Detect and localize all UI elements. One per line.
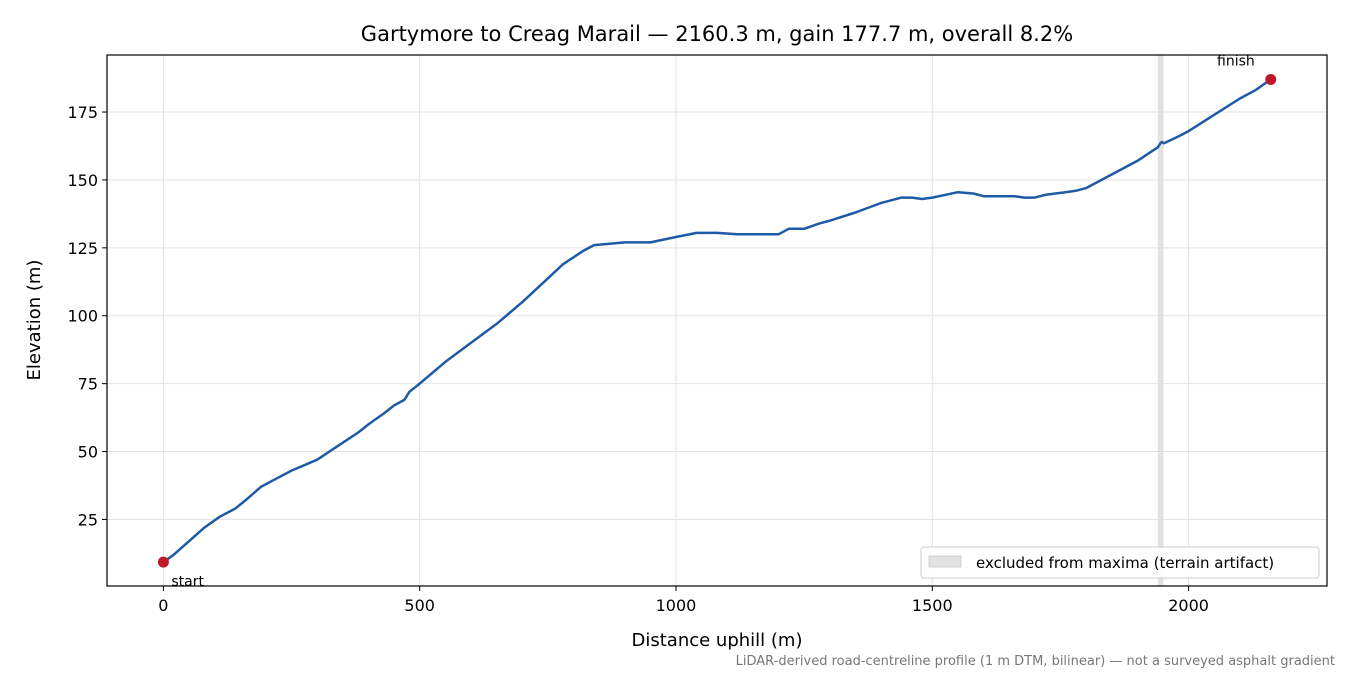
x-tick-label: 500 [404, 596, 435, 615]
start-marker [157, 556, 169, 568]
plot-frame [106, 54, 1328, 587]
x-tick-label: 0 [158, 596, 168, 615]
start-label: start [171, 574, 204, 590]
x-axis-ticks: 0 500 1000 1500 2000 [158, 586, 1209, 615]
y-tick-label: 100 [67, 307, 98, 326]
x-tick-label: 2000 [1168, 596, 1209, 615]
y-tick-label: 50 [78, 443, 98, 462]
grid [107, 55, 1327, 586]
y-axis-label: Elevation (m) [24, 260, 45, 381]
y-axis-ticks: 25 50 75 100 125 150 175 [67, 103, 107, 529]
finish-label: finish [1217, 53, 1255, 69]
series-layer [162, 78, 1273, 564]
marker-layer: start finish [157, 53, 1277, 590]
legend-box [920, 546, 1320, 579]
excluded-band [1157, 55, 1164, 586]
legend-label: excluded from maxima (terrain artifact) [976, 554, 1274, 572]
x-tick-label: 1000 [656, 596, 697, 615]
legend-swatch [928, 555, 962, 568]
finish-marker [1265, 73, 1277, 85]
y-tick-label: 75 [78, 375, 98, 394]
y-tick-label: 150 [67, 171, 98, 190]
footnote: LiDAR-derived road-centreline profile (1… [736, 654, 1335, 669]
y-tick-label: 175 [67, 103, 98, 122]
y-tick-label: 25 [78, 510, 98, 529]
excluded-band-layer [1157, 55, 1164, 586]
series-line-0 [162, 78, 1273, 564]
chart-title: Gartymore to Creag Marail — 2160.3 m, ga… [361, 22, 1073, 46]
legend: excluded from maxima (terrain artifact) [920, 546, 1320, 579]
x-axis-label: Distance uphill (m) [632, 630, 803, 651]
x-tick-label: 1500 [912, 596, 953, 615]
y-tick-label: 125 [67, 239, 98, 258]
